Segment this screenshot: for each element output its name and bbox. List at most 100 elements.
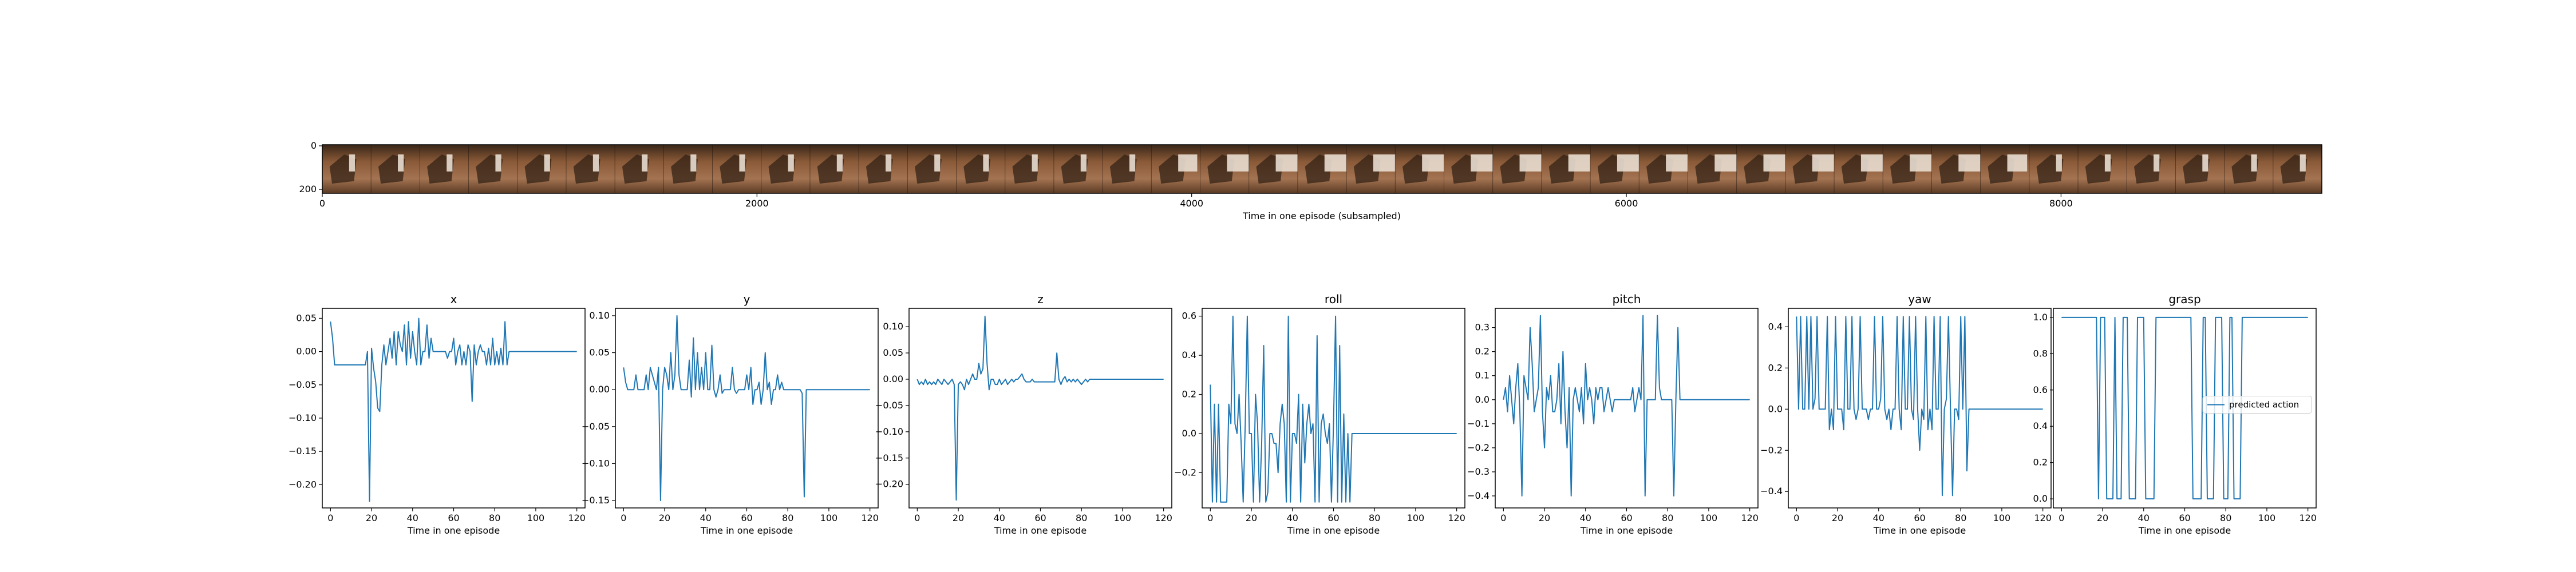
- y-tick-label: 0.2: [1475, 346, 1490, 357]
- x-tick-label: 60: [2179, 513, 2190, 523]
- x-tick-label: 120: [2299, 513, 2317, 523]
- plot-frame: [908, 308, 1172, 509]
- filmstrip-x-tick-label: 4000: [1180, 198, 1203, 209]
- filmstrip-x-ticks: 0 2000 4000 6000 8000: [319, 193, 2073, 209]
- legend: predicted action: [2202, 395, 2312, 414]
- x-tick-label: 60: [1034, 513, 1046, 523]
- y-tick-label: −0.20: [289, 479, 317, 490]
- filmstrip-thumbnail: [663, 145, 713, 193]
- filmstrip-thumbnail: [907, 145, 957, 193]
- y-tick-label: −0.05: [875, 400, 903, 411]
- filmstrip-thumbnail: [1687, 145, 1750, 193]
- x-tick-label: 100: [1407, 513, 1425, 523]
- y-tick-label: −0.05: [289, 379, 317, 390]
- y-tick-label: 0.0: [1182, 428, 1196, 439]
- subplot-yaw: yaw 0 20 40 60 80 100 120 Time in one episode 0.4…: [1760, 292, 2052, 536]
- filmstrip-thumbnail: [1102, 145, 1152, 193]
- filmstrip-thumbnail: [1200, 145, 1250, 193]
- filmstrip-thumbnail: [614, 145, 664, 193]
- filmstrip-thumbnail: [2273, 145, 2322, 193]
- x-axis-label: Time in one episode: [407, 525, 500, 536]
- filmstrip-thumbnail: [809, 145, 859, 193]
- x-tick-label: 40: [1580, 513, 1591, 523]
- y-tick-label: −0.2: [1467, 442, 1490, 453]
- series-line-predicted-action: [1796, 316, 2043, 496]
- x-tick-label: 80: [1369, 513, 1380, 523]
- x-axis-label: Time in one episode: [2138, 525, 2231, 536]
- x-tick-label: 20: [366, 513, 377, 523]
- filmstrip-thumbnail: [517, 145, 566, 193]
- y-tick-label: 0.4: [1182, 349, 1196, 360]
- x-tick-label: 0: [1500, 513, 1506, 523]
- x-tick-label: 0: [327, 513, 333, 523]
- y-tick-label: 0.3: [1475, 322, 1490, 333]
- filmstrip-y-ticks: 0 200: [299, 140, 322, 194]
- filmstrip-x-tick-label: 6000: [1615, 198, 1638, 209]
- x-tick-label: 80: [489, 513, 500, 523]
- series-line-predicted-action: [916, 315, 1164, 501]
- x-tick-label: 0: [1793, 513, 1799, 523]
- filmstrip-thumbnail: [370, 145, 420, 193]
- subplot-z: z 0 20 40 60 80 100 120 Time in one episode 0.10 0…: [875, 292, 1172, 536]
- y-tick-label: −0.10: [289, 412, 317, 423]
- filmstrip-thumbnail: [2126, 145, 2176, 193]
- series-line-predicted-action: [1210, 315, 1457, 503]
- x-tick-label: 40: [700, 513, 712, 523]
- y-tick-label: 0.10: [589, 310, 610, 321]
- y-tick-label: 0.10: [883, 321, 903, 332]
- filmstrip-thumbnail: [1005, 145, 1054, 193]
- y-tick-label: 0.05: [296, 312, 317, 323]
- subplot-title: pitch: [1613, 292, 1641, 306]
- y-tick-label: −0.4: [1467, 490, 1490, 501]
- x-tick-label: 100: [820, 513, 838, 523]
- y-tick-label: −0.1: [1467, 418, 1490, 429]
- filmstrip-x-tick-label: 0: [319, 198, 325, 209]
- x-tick-label: 20: [1832, 513, 1843, 523]
- filmstrip-thumbnail: [1053, 145, 1103, 193]
- y-tick-label: −0.4: [1760, 486, 1783, 496]
- filmstrip-y-tick-label: 0: [311, 140, 317, 151]
- filmstrip-thumbnail: [1736, 145, 1797, 193]
- subplot-roll: roll 0 20 40 60 80 100 120 Time in one episode 0.…: [1174, 292, 1465, 536]
- filmstrip-thumbnail: [1785, 145, 1844, 193]
- y-tick-label: 0.00: [589, 384, 610, 395]
- x-tick-label: 60: [1914, 513, 1925, 523]
- y-tick-label: 0.8: [2033, 348, 2048, 359]
- x-tick-label: 120: [1155, 513, 1172, 523]
- x-axis-label: Time in one episode: [700, 525, 793, 536]
- series-line-predicted-action: [1503, 315, 1750, 496]
- y-tick-label: −0.3: [1467, 466, 1490, 477]
- x-tick-label: 40: [1287, 513, 1298, 523]
- x-axis-label: Time in one episode: [994, 525, 1086, 536]
- subplot-x: x 0 20 40 60 80 100 120 Time in one episode 0.05 0…: [289, 292, 586, 536]
- x-tick-label: 40: [994, 513, 1005, 523]
- subplot-title: yaw: [1908, 292, 1931, 306]
- y-tick-label: −0.10: [875, 426, 903, 437]
- y-tick-label: −0.15: [582, 495, 610, 506]
- y-tick-label: −0.15: [289, 446, 317, 456]
- filmstrip-x-tick-label: 8000: [2049, 198, 2073, 209]
- x-tick-label: 0: [621, 513, 626, 523]
- x-tick-label: 120: [568, 513, 586, 523]
- y-tick-label: 0.2: [2033, 457, 2048, 468]
- filmstrip-thumbnail: [1297, 145, 1353, 193]
- filmstrip-thumbnail: [1443, 145, 1506, 193]
- subplot-title: grasp: [2168, 292, 2200, 306]
- subplot-pitch: pitch 0 20 40 60 80 100 120 Time in one episode 0…: [1467, 292, 1759, 536]
- y-tick-label: 0.00: [883, 374, 903, 384]
- filmstrip-thumbnail: [858, 145, 908, 193]
- y-tick-label: 0.4: [1768, 321, 1783, 332]
- y-tick-label: −0.10: [582, 458, 610, 468]
- filmstrip-thumbnail: [1541, 145, 1605, 193]
- filmstrip-thumbnail: [1151, 145, 1200, 193]
- x-tick-label: 60: [741, 513, 752, 523]
- filmstrip-thumbnail: [322, 145, 372, 193]
- action-subplots: x 0 20 40 60 80 100 120 Time in one episode 0.05 0…: [289, 292, 2317, 536]
- y-tick-label: 0.05: [589, 347, 610, 358]
- subplot-title: roll: [1325, 292, 1342, 306]
- x-tick-label: 40: [2138, 513, 2150, 523]
- plot-frame: [615, 308, 879, 509]
- filmstrip-image: [322, 145, 2322, 193]
